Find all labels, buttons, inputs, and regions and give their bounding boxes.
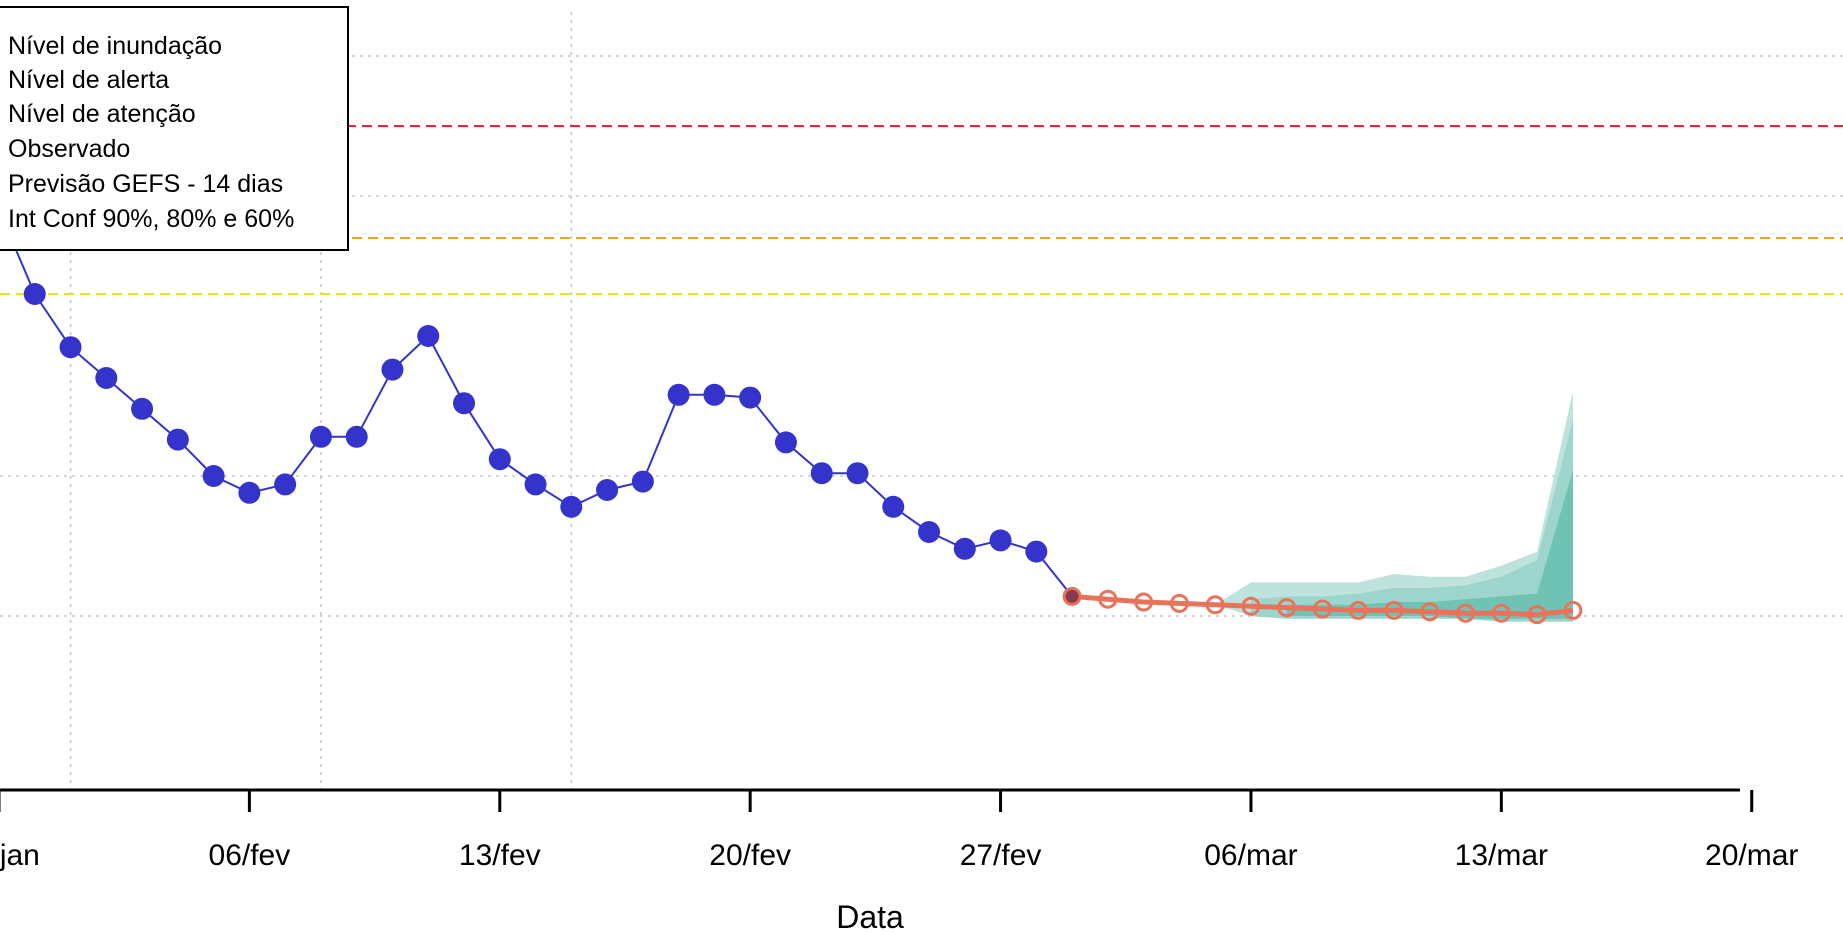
observed-point <box>560 495 583 518</box>
observed-point <box>202 465 225 487</box>
forecast-point <box>1384 600 1404 620</box>
forecast-point <box>1420 602 1440 622</box>
observed-point <box>703 383 726 406</box>
x-tick-label: 13/fev <box>459 839 541 872</box>
observed-point <box>774 431 797 454</box>
x-axis-title: Data <box>836 899 904 934</box>
forecast-point <box>1205 595 1225 615</box>
observed-point <box>381 358 404 381</box>
forecast-point <box>1062 586 1082 606</box>
forecast-point <box>1241 596 1261 616</box>
observed-point <box>918 521 941 543</box>
observed-point <box>596 479 619 501</box>
observed-point <box>524 473 547 496</box>
forecast-point <box>1491 603 1511 623</box>
confidence-band-60 <box>1286 470 1573 619</box>
observed-point <box>238 481 261 504</box>
observed-point <box>667 383 690 406</box>
forecast-point <box>1098 589 1118 609</box>
forecast-point <box>1456 603 1476 623</box>
x-tick-label: 13/mar <box>1455 839 1548 872</box>
x-tick-label: 06/fev <box>209 839 291 872</box>
observed-point <box>23 283 46 305</box>
observed-point <box>953 537 976 560</box>
legend-box <box>0 6 349 251</box>
x-axis: 30/jan 06/fev 13/fev 20/fev 27/fev 06/mar 13/m… <box>0 788 1798 872</box>
observed-point <box>309 425 332 448</box>
series <box>0 199 1583 625</box>
observed-point <box>989 529 1012 552</box>
observed-point <box>810 462 833 485</box>
observed-point <box>274 473 297 496</box>
x-tick-label: 20/fev <box>709 839 791 872</box>
x-tick-label: 30/jan <box>0 839 40 872</box>
x-tick-label: 06/mar <box>1204 839 1297 872</box>
legend-entry-alert: Nível de alerta <box>8 66 169 94</box>
forecast-line <box>1071 593 1574 618</box>
legend-entry-forecast: Previsão GEFS - 14 dias <box>8 170 283 198</box>
observed-point <box>345 425 368 448</box>
legend-entry-flood: Nível de inundação <box>8 32 222 60</box>
observed-point <box>95 367 118 389</box>
forecast-point <box>1277 598 1297 618</box>
forecast-point <box>1348 600 1368 620</box>
observed-point <box>131 397 154 420</box>
forecast-point <box>1312 599 1332 619</box>
x-tick-label: 27/fev <box>960 839 1042 872</box>
legend-entry-attention: Nível de atenção <box>8 100 196 128</box>
observed-point <box>59 336 82 359</box>
observed-line <box>0 209 1073 598</box>
legend-entry-confidence: Int Conf 90%, 80% e 60% <box>8 205 294 233</box>
observed-point <box>488 448 511 471</box>
observed-point <box>166 428 189 451</box>
confidence-bands <box>1215 392 1573 622</box>
x-tick-label: 20/mar <box>1705 839 1798 872</box>
observed-point <box>1025 540 1048 563</box>
observed-point <box>739 386 762 409</box>
forecast-point <box>1134 592 1154 612</box>
legend: Nível de inundação Nível de alerta Nível… <box>0 6 349 251</box>
forecast-point <box>1169 593 1189 613</box>
observed-point <box>417 325 440 347</box>
observed-point <box>453 392 476 415</box>
legend-entry-observed: Observado <box>8 135 130 163</box>
observed-point <box>631 470 654 493</box>
observed-point <box>882 495 905 518</box>
forecast-point <box>1527 605 1547 625</box>
observed-point <box>846 462 869 485</box>
forecast-point <box>1563 600 1583 620</box>
